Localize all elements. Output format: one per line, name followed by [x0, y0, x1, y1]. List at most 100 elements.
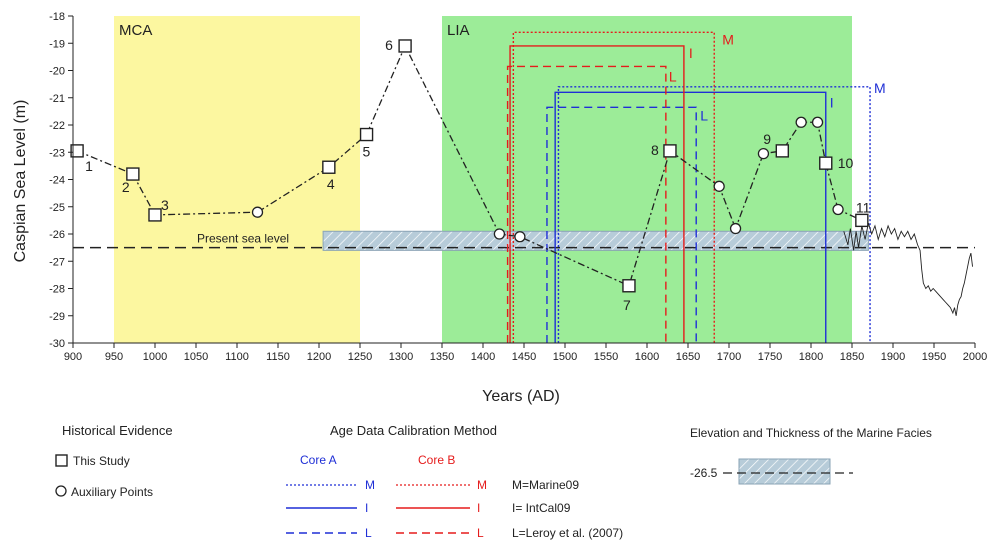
- point-circle-8: [832, 203, 844, 216]
- point-label-3: 3: [161, 197, 169, 213]
- x-axis-title: Years (AD): [482, 388, 560, 405]
- y-tick-label: -24: [49, 175, 65, 187]
- zone-lia: [442, 16, 852, 343]
- legend-facies-value: -26.5: [690, 466, 718, 480]
- x-tick-label: 1300: [389, 351, 413, 363]
- x-tick-label: 1750: [758, 351, 782, 363]
- legend-calibration: Age Data Calibration Method Core A Core …: [286, 423, 623, 540]
- x-tick-label: 950: [105, 351, 123, 363]
- point-circle-4: [729, 222, 742, 235]
- point-square-8: [663, 144, 677, 158]
- axes: -18-19-20-21-22-23-24-25-26-27-28-29-309…: [49, 11, 987, 363]
- legend-core-a-l: L: [365, 526, 372, 540]
- legend-historical-title: Historical Evidence: [62, 423, 173, 438]
- point-circle-5: [757, 147, 770, 160]
- y-tick-label: -29: [49, 311, 65, 323]
- point-circle-6: [795, 116, 807, 128]
- calibration-box-core-a-i: [554, 91, 827, 343]
- sea-level-dash-dot-line: [76, 44, 863, 287]
- y-tick-label: -21: [49, 93, 65, 105]
- legend-historical: Historical Evidence This Study Auxiliary…: [55, 423, 173, 499]
- legend-i-desc: I= IntCal09: [512, 501, 571, 515]
- x-tick-label: 1650: [676, 351, 700, 363]
- legend-core-a: Core A: [300, 453, 337, 467]
- calibration-label-core-a-m: M: [874, 80, 886, 96]
- point-square-2: [126, 167, 140, 181]
- period-zones: MCA LIA: [114, 16, 852, 343]
- y-tick-label: -22: [49, 120, 65, 132]
- calibration-label-core-b-l: L: [669, 68, 677, 84]
- x-tick-label: 1950: [922, 351, 946, 363]
- calibration-box-core-b-i: [509, 45, 685, 343]
- point-square-11: [855, 213, 869, 228]
- point-square-1: [70, 144, 84, 158]
- data-points: 1 2 3 4 5 6 7 8 9 10 11: [70, 37, 871, 313]
- x-tick-label: 1550: [594, 351, 618, 363]
- legend-core-b-m: M: [477, 478, 487, 492]
- point-label-8: 8: [651, 142, 659, 158]
- legend-facies-title: Elevation and Thickness of the Marine Fa…: [690, 426, 932, 440]
- legend-auxiliary-label: Auxiliary Points: [71, 485, 153, 499]
- x-tick-label: 1700: [717, 351, 741, 363]
- y-tick-label: -23: [49, 147, 65, 159]
- point-square-10: [819, 156, 833, 170]
- x-tick-label: 1100: [225, 351, 249, 363]
- point-label-9: 9: [763, 131, 771, 147]
- y-tick-label: -18: [49, 11, 65, 23]
- calibration-label-core-b-i: I: [689, 45, 693, 61]
- legend-core-a-i: I: [365, 501, 368, 515]
- x-tick-label: 900: [64, 351, 82, 363]
- calibration-label-core-b-m: M: [722, 31, 734, 47]
- point-label-11: 11: [856, 199, 871, 215]
- y-tick-label: -27: [49, 256, 65, 268]
- legend-m-desc: M=Marine09: [512, 478, 579, 492]
- calibration-box-core-a-m: [557, 86, 871, 343]
- x-tick-label: 1850: [840, 351, 864, 363]
- point-label-7: 7: [623, 297, 631, 313]
- calibration-label-core-a-l: L: [700, 107, 708, 123]
- x-tick-label: 1800: [799, 351, 823, 363]
- x-tick-label: 1350: [430, 351, 454, 363]
- zone-label-mca: MCA: [119, 22, 152, 39]
- point-label-2: 2: [122, 179, 130, 195]
- marine-facies-rect: [322, 230, 869, 251]
- point-circle-1: [493, 228, 506, 240]
- point-label-5: 5: [363, 144, 371, 160]
- legend-core-b-l: L: [477, 526, 484, 540]
- legend-calibration-title: Age Data Calibration Method: [330, 423, 497, 438]
- zone-label-lia: LIA: [447, 22, 470, 39]
- calibration-box-core-a-l: [546, 106, 697, 343]
- point-square-3: [148, 208, 162, 222]
- legend-this-study-label: This Study: [73, 454, 130, 468]
- sea-level-connector: [76, 44, 863, 287]
- y-tick-label: -30: [49, 338, 65, 350]
- point-square-4: [322, 160, 336, 174]
- y-tick-label: -25: [49, 202, 65, 214]
- y-tick-label: -28: [49, 284, 65, 296]
- point-label-10: 10: [838, 155, 854, 171]
- point-circle-0: [251, 206, 264, 218]
- point-label-6: 6: [385, 37, 393, 53]
- x-tick-label: 1900: [881, 351, 905, 363]
- x-tick-label: 1400: [471, 351, 495, 363]
- point-square-9: [775, 144, 789, 158]
- legend-core-b-i: I: [477, 501, 480, 515]
- y-tick-label: -19: [49, 38, 65, 50]
- present-sea-level-label: Present sea level: [197, 232, 289, 246]
- legend-core-b: Core B: [418, 453, 455, 467]
- y-tick-label: -20: [49, 66, 65, 78]
- marine-facies-band: Present sea level: [73, 230, 975, 251]
- legend-facies: Elevation and Thickness of the Marine Fa…: [690, 426, 932, 485]
- point-square-5: [359, 127, 374, 142]
- legend-core-a-m: M: [365, 478, 375, 492]
- y-tick-label: -26: [49, 229, 65, 241]
- instrumental-record-line: [843, 222, 973, 316]
- point-label-1: 1: [85, 158, 93, 174]
- x-tick-label: 1250: [348, 351, 372, 363]
- x-tick-label: 1450: [512, 351, 536, 363]
- calibration-box-core-b-l: [506, 65, 667, 343]
- point-label-4: 4: [327, 176, 335, 192]
- point-circle-2: [514, 231, 526, 243]
- x-tick-label: 2000: [963, 351, 987, 363]
